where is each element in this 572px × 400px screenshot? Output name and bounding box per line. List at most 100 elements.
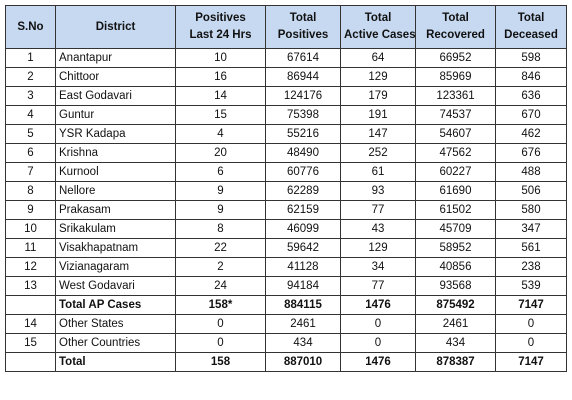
table-cell: 11 [5, 238, 56, 258]
table-row: 9 Prakasam 9 62159 77 61502 580 [5, 200, 567, 220]
table-cell: Other States [55, 314, 176, 334]
column-header: Total Deceased [495, 5, 567, 49]
table-cell: 434 [265, 333, 341, 353]
table-cell: 0 [495, 333, 567, 353]
table-cell: 1 [5, 48, 56, 68]
column-header: Total Active Cases [340, 5, 416, 49]
table-cell: YSR Kadapa [55, 124, 176, 144]
table-cell: 129 [340, 67, 416, 87]
table-cell: Anantapur [55, 48, 176, 68]
table-cell: 75398 [265, 105, 341, 125]
table-cell: 14 [5, 314, 56, 334]
table-row: Total 158 887010 1476 878387 7147 [5, 352, 567, 372]
header-text: Active Cases [344, 29, 416, 41]
table-cell: 6 [175, 162, 266, 182]
header-text: Deceased [504, 29, 558, 41]
table-cell: 15 [5, 333, 56, 353]
header-text: Total [442, 12, 469, 24]
table-cell: 60776 [265, 162, 341, 182]
table-cell: 40856 [415, 257, 496, 277]
header-text: Total [364, 12, 392, 24]
table-row: 12 Vizianagaram 2 41128 34 40856 238 [5, 257, 567, 277]
table-body: 1 Anantapur 10 67614 64 66952 598 2 Chittoor 16 86… [5, 48, 567, 372]
table-cell: 0 [495, 314, 567, 334]
table-cell: 67614 [265, 48, 341, 68]
header-text: Last 24 Hrs [189, 29, 252, 41]
table-cell: 2 [175, 257, 266, 277]
table-cell: 179 [340, 86, 416, 106]
table-cell: 488 [495, 162, 567, 182]
table-cell: 86944 [265, 67, 341, 87]
table-cell: Guntur [55, 105, 176, 125]
table-cell: 74537 [415, 105, 496, 125]
table-cell: 598 [495, 48, 567, 68]
header-text: S.No [17, 20, 44, 33]
table-cell: 434 [415, 333, 496, 353]
table-cell: 61 [340, 162, 416, 182]
table-cell: 61502 [415, 200, 496, 220]
table-row: 3 East Godavari 14 124176 179 123361 636 [5, 86, 567, 106]
table-cell: 875492 [415, 295, 496, 315]
header-text: Positives [277, 29, 329, 41]
table-cell: 77 [340, 200, 416, 220]
table-cell: 2461 [265, 314, 341, 334]
table-cell: 20 [175, 143, 266, 163]
column-header: District [55, 5, 176, 49]
table-cell: 15 [175, 105, 266, 125]
table-cell: 1476 [340, 295, 416, 315]
table-row: 6 Krishna 20 48490 252 47562 676 [5, 143, 567, 163]
table-cell: 24 [175, 276, 266, 296]
table-cell: 7147 [495, 295, 567, 315]
table-cell: Nellore [55, 181, 176, 201]
table-cell: 1476 [340, 352, 416, 372]
table-cell: 22 [175, 238, 266, 258]
table-row: 11 Visakhapatnam 22 59642 129 58952 561 [5, 238, 567, 258]
column-header: Total Recovered [415, 5, 496, 49]
table-cell: 45709 [415, 219, 496, 239]
table-cell: 636 [495, 86, 567, 106]
table-cell: 539 [495, 276, 567, 296]
table-cell: 3 [5, 86, 56, 106]
table-cell: 147 [340, 124, 416, 144]
table-cell: 12 [5, 257, 56, 277]
table-cell: 48490 [265, 143, 341, 163]
table-cell: 7147 [495, 352, 567, 372]
table-cell: 14 [175, 86, 266, 106]
table-cell: Krishna [55, 143, 176, 163]
table-cell: 191 [340, 105, 416, 125]
table-cell: 62289 [265, 181, 341, 201]
table-cell: 77 [340, 276, 416, 296]
table-cell: 10 [175, 48, 266, 68]
table-cell: Total AP Cases [55, 295, 176, 315]
table-row: 4 Guntur 15 75398 191 74537 670 [5, 105, 567, 125]
table-cell: 34 [340, 257, 416, 277]
table-cell: 10 [5, 219, 56, 239]
table-cell: 129 [340, 238, 416, 258]
table-cell: Kurnool [55, 162, 176, 182]
table-row: 10 Srikakulam 8 46099 43 45709 347 [5, 219, 567, 239]
table-cell: 347 [495, 219, 567, 239]
table-cell: 93 [340, 181, 416, 201]
table-cell: 13 [5, 276, 56, 296]
table-cell: 64 [340, 48, 416, 68]
table-cell: 8 [175, 219, 266, 239]
table-row: 2 Chittoor 16 86944 129 85969 846 [5, 67, 567, 87]
table-row: 15 Other Countries 0 434 0 434 0 [5, 333, 567, 353]
table-cell: 54607 [415, 124, 496, 144]
table-cell: 41128 [265, 257, 341, 277]
header-text: Positives [195, 12, 246, 24]
table-cell: Other Countries [55, 333, 176, 353]
table-cell: 94184 [265, 276, 341, 296]
column-header: Total Positives [265, 5, 341, 49]
table-row: Total AP Cases 158* 884115 1476 875492 7147 [5, 295, 567, 315]
header-text: Total [289, 12, 317, 24]
table-row: 1 Anantapur 10 67614 64 66952 598 [5, 48, 567, 68]
table-cell: Chittoor [55, 67, 176, 87]
table-cell: 43 [340, 219, 416, 239]
table-cell: 123361 [415, 86, 496, 106]
table-cell: 561 [495, 238, 567, 258]
table-cell: 158 [175, 352, 266, 372]
table-cell: 46099 [265, 219, 341, 239]
table-cell: Total [55, 352, 176, 372]
table-row: 14 Other States 0 2461 0 2461 0 [5, 314, 567, 334]
